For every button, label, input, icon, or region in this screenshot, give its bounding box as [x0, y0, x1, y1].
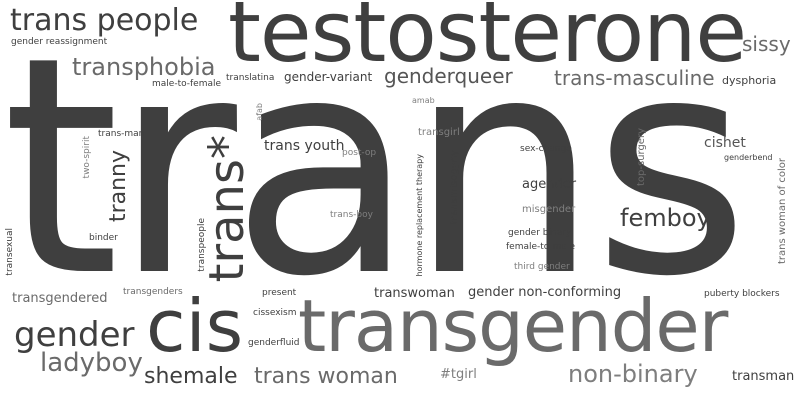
word-cis: cis — [146, 284, 244, 368]
word-third-gender: third gender — [514, 262, 570, 272]
word-trans-woman-of-color: trans woman of color — [777, 158, 788, 265]
word-trans: trans — [2, 0, 749, 342]
word-shemale: shemale — [144, 364, 238, 389]
word-trans-boy: trans-boy — [330, 210, 373, 220]
word-transgenders: transgenders — [123, 287, 183, 297]
word-transwoman: transwoman — [374, 286, 455, 301]
word-post-op: post-op — [342, 148, 377, 158]
word-transpeople: transpeople — [197, 218, 207, 272]
word-translatina: translatina — [226, 73, 275, 83]
word-testosterone: testosterone — [228, 0, 747, 81]
word-cishet: cishet — [704, 135, 746, 151]
word-agender: agender — [522, 177, 577, 192]
word-genderfluid: genderfluid — [248, 338, 300, 348]
word-top-surgery: top-surgery — [636, 128, 647, 187]
word-tranny: tranny — [106, 150, 131, 223]
word-tgirl: #tgirl — [440, 367, 477, 382]
word-trans-woman: trans woman — [254, 364, 398, 389]
word-misgender: misgender — [522, 204, 576, 215]
word-trans-masculine: trans-masculine — [554, 66, 715, 90]
word-trans-man: trans-man — [98, 129, 145, 139]
word-ladyboy: ladyboy — [40, 348, 143, 378]
word-present: present — [262, 288, 297, 298]
word-two-spirit: two-spirit — [82, 136, 92, 179]
word-transgendered: transgendered — [12, 291, 108, 306]
word-transman: transman — [732, 369, 795, 384]
word-binder: binder — [89, 233, 118, 243]
word-transphobia: transphobia — [72, 53, 216, 81]
word-gender-non-conforming: gender non-conforming — [468, 285, 622, 300]
word-dysphoria: dysphoria — [722, 74, 777, 87]
word-afab: afab — [255, 103, 264, 121]
word-gender-reassignment: gender reassignment — [11, 37, 108, 47]
word-hrt: hormone replacement therapy — [415, 154, 424, 277]
word-gender: gender — [14, 315, 135, 355]
word-femboy: femboy — [620, 204, 711, 232]
word-genderbend: genderbend — [724, 153, 773, 162]
word-sissy: sissy — [742, 32, 791, 56]
word-sex-change: sex-change — [520, 144, 572, 154]
word-transgender: transgender — [298, 284, 728, 368]
word-amab: amab — [412, 96, 435, 105]
word-female-to-male: female-to-male — [506, 242, 576, 252]
word-transgirl: transgirl — [418, 127, 460, 138]
word-male-to-female: male-to-female — [152, 79, 222, 89]
word-gender-binary: gender binary — [508, 228, 572, 238]
word-puberty-blockers: puberty blockers — [704, 289, 780, 299]
word-trans-people: trans people — [10, 3, 199, 38]
word-transmisogyny: transmisogyny — [449, 150, 460, 225]
word-genderqueer: genderqueer — [384, 64, 513, 88]
word-trans-youth: trans youth — [264, 138, 345, 154]
word-trans-star: trans* — [199, 135, 255, 283]
word-transexual: transexual — [5, 228, 15, 276]
word-cissexism: cissexism — [253, 308, 297, 318]
word-non-binary: non-binary — [568, 360, 698, 388]
word-gender-variant: gender-variant — [284, 70, 373, 84]
